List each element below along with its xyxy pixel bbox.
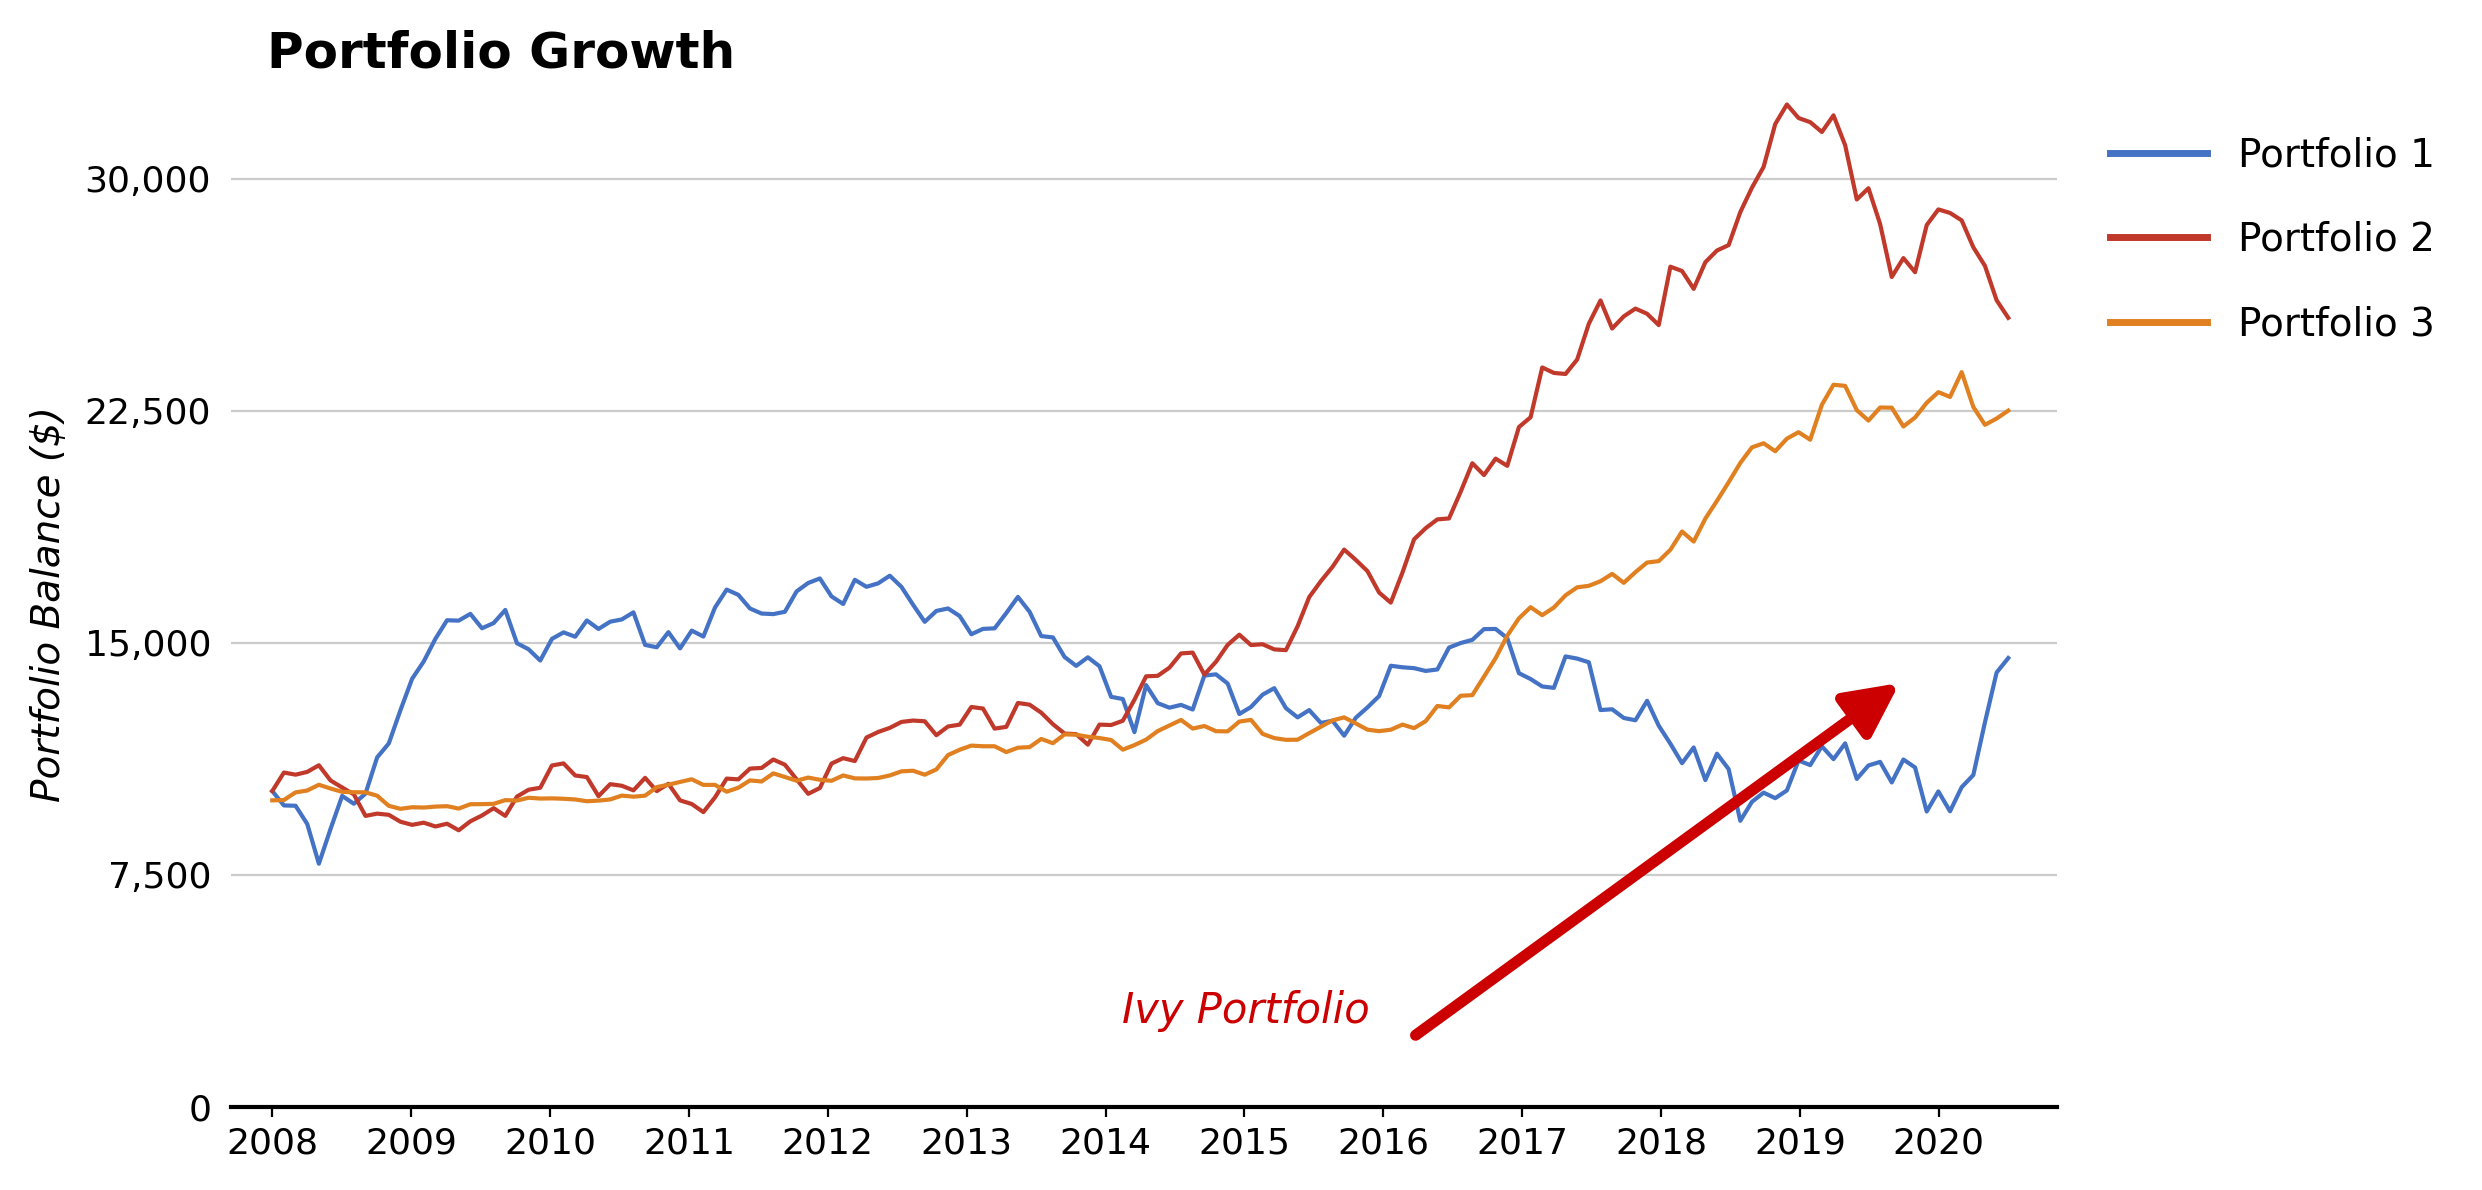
- Legend: Portfolio 1, Portfolio 2, Portfolio 3: Portfolio 1, Portfolio 2, Portfolio 3: [2095, 120, 2452, 359]
- Y-axis label: Portfolio Balance ($): Portfolio Balance ($): [30, 406, 67, 802]
- Text: Portfolio Growth: Portfolio Growth: [268, 30, 735, 79]
- Text: Ivy Portfolio: Ivy Portfolio: [1122, 990, 1370, 1032]
